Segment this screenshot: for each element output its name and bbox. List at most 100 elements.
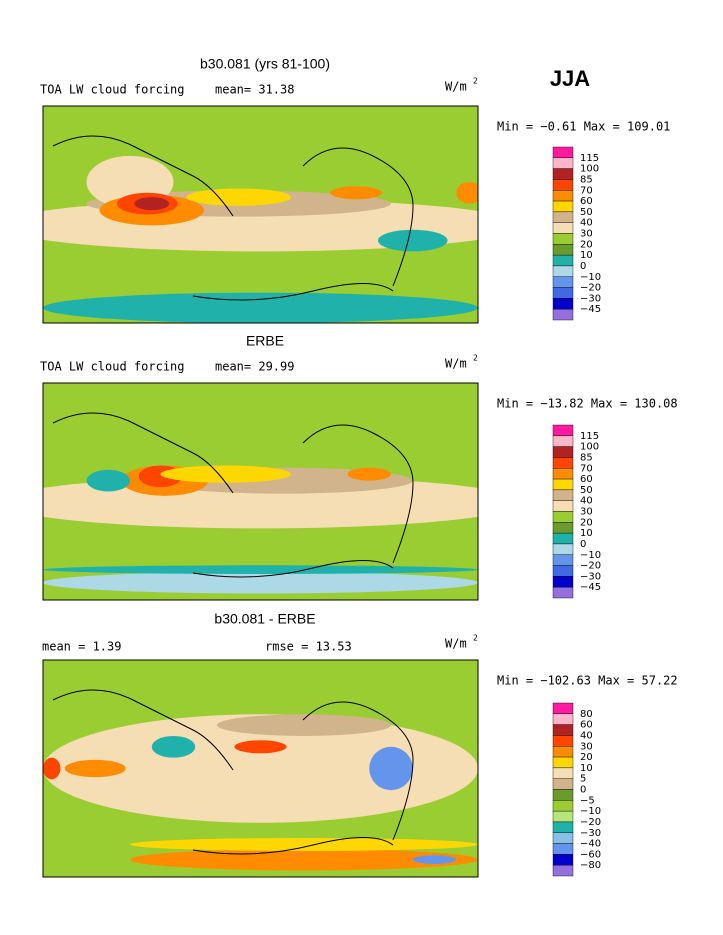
colorbar-label: 60 <box>580 720 593 731</box>
map-field <box>43 660 478 877</box>
range-text: Min = −0.61 Max = 109.01 <box>497 120 670 134</box>
contour-region <box>130 848 478 871</box>
units: W/m <box>445 637 467 651</box>
colorbar-box <box>552 532 574 545</box>
colorbar-label: −5 <box>580 795 595 806</box>
contour-region <box>86 469 130 492</box>
colorbar-box <box>552 435 574 447</box>
colorbar-label: 10 <box>580 250 593 261</box>
contour-region <box>43 292 478 323</box>
panel-title: b30.081 - ERBE <box>214 611 315 627</box>
colorbar-label: 60 <box>580 474 593 485</box>
field-label: TOA LW cloud forcing <box>40 360 185 374</box>
colorbar-label: 0 <box>580 539 586 550</box>
contour-region <box>217 714 391 736</box>
season-label: JJA <box>550 66 590 91</box>
colorbar-label: 50 <box>580 485 593 496</box>
colorbar-box <box>552 778 574 790</box>
colorbar-box <box>552 457 574 469</box>
colorbar-box <box>552 810 574 823</box>
colorbar-box <box>552 168 574 180</box>
colorbar-label: 40 <box>580 496 593 507</box>
colorbar-label: 115 <box>580 153 599 164</box>
colorbar-label: 10 <box>580 528 593 539</box>
colorbar-box <box>552 478 574 491</box>
contour-region <box>151 735 196 758</box>
colorbar-label: 5 <box>580 774 586 785</box>
contour-region <box>43 571 478 594</box>
contour-region <box>134 197 170 211</box>
colorbar-box <box>552 179 574 191</box>
colorbar-box <box>552 511 574 523</box>
colorbar-label: −40 <box>580 839 601 850</box>
colorbar-box <box>552 233 574 245</box>
colorbar-box <box>552 146 574 159</box>
colorbar-label: −10 <box>580 272 601 283</box>
colorbar-label: 40 <box>580 218 593 229</box>
colorbar-label: −10 <box>580 806 601 817</box>
colorbar-box <box>552 586 574 599</box>
colorbar-box <box>552 287 574 299</box>
colorbar-label: 85 <box>580 174 593 185</box>
colorbar-label: 20 <box>580 752 593 763</box>
map <box>42 382 479 601</box>
units: W/m <box>445 357 467 371</box>
colorbar-label: 70 <box>580 185 593 196</box>
colorbar-label: −30 <box>580 828 601 839</box>
colorbar-box <box>552 157 574 169</box>
colorbar-box <box>552 211 574 223</box>
colorbar-box <box>552 576 574 588</box>
map-field <box>43 106 478 323</box>
colorbar-box <box>552 821 574 833</box>
colorbar-label: −30 <box>580 571 601 582</box>
contour-region <box>347 467 391 481</box>
range-text: Min = −13.82 Max = 130.08 <box>497 397 678 411</box>
map-frame <box>42 382 479 601</box>
contour-region <box>160 465 291 483</box>
colorbar-box <box>552 756 574 769</box>
contour-region <box>412 855 457 864</box>
colorbar-box <box>552 767 574 779</box>
colorbar-label: 80 <box>580 709 593 720</box>
colorbar-label: 0 <box>580 261 586 272</box>
colorbar-label: 10 <box>580 763 593 774</box>
colorbar-label: −45 <box>580 582 601 593</box>
colorbar-label: 30 <box>580 507 593 518</box>
coastline <box>52 412 414 578</box>
colorbar-label: −60 <box>580 849 601 860</box>
map-field <box>43 383 478 600</box>
colorbar-label: 30 <box>580 229 593 240</box>
colorbar-box <box>552 308 574 321</box>
contour-region <box>43 757 61 780</box>
colorbar-label: −20 <box>580 817 601 828</box>
colorbar-label: −10 <box>580 550 601 561</box>
colorbar-box <box>552 222 574 234</box>
colorbar-label: 20 <box>580 239 593 250</box>
units-exponent: 2 <box>473 354 478 363</box>
colorbar-label: 50 <box>580 207 593 218</box>
contour-region <box>130 837 478 851</box>
colorbar-box <box>552 254 574 267</box>
colorbar-box <box>552 789 574 801</box>
map-frame <box>42 105 479 324</box>
panel-title: ERBE <box>246 333 284 349</box>
map <box>42 659 479 878</box>
colorbar-box <box>552 543 574 555</box>
colorbar-box <box>552 554 574 566</box>
colorbar-box <box>552 854 574 866</box>
colorbar-box <box>552 276 574 288</box>
contour-region <box>186 188 291 206</box>
contour-region <box>369 746 413 791</box>
colorbar-label: 115 <box>580 431 599 442</box>
colorbar-box <box>552 265 574 277</box>
mean-stat: mean = 1.39 <box>42 640 121 654</box>
mean-stat: mean= 29.99 <box>215 360 294 374</box>
colorbar-label: −20 <box>580 283 601 294</box>
contour-region <box>456 181 478 204</box>
colorbar-box <box>552 500 574 512</box>
colorbar-box <box>552 713 574 725</box>
colorbar-box <box>552 489 574 501</box>
colorbar-label: 40 <box>580 730 593 741</box>
colorbar-box <box>552 200 574 213</box>
